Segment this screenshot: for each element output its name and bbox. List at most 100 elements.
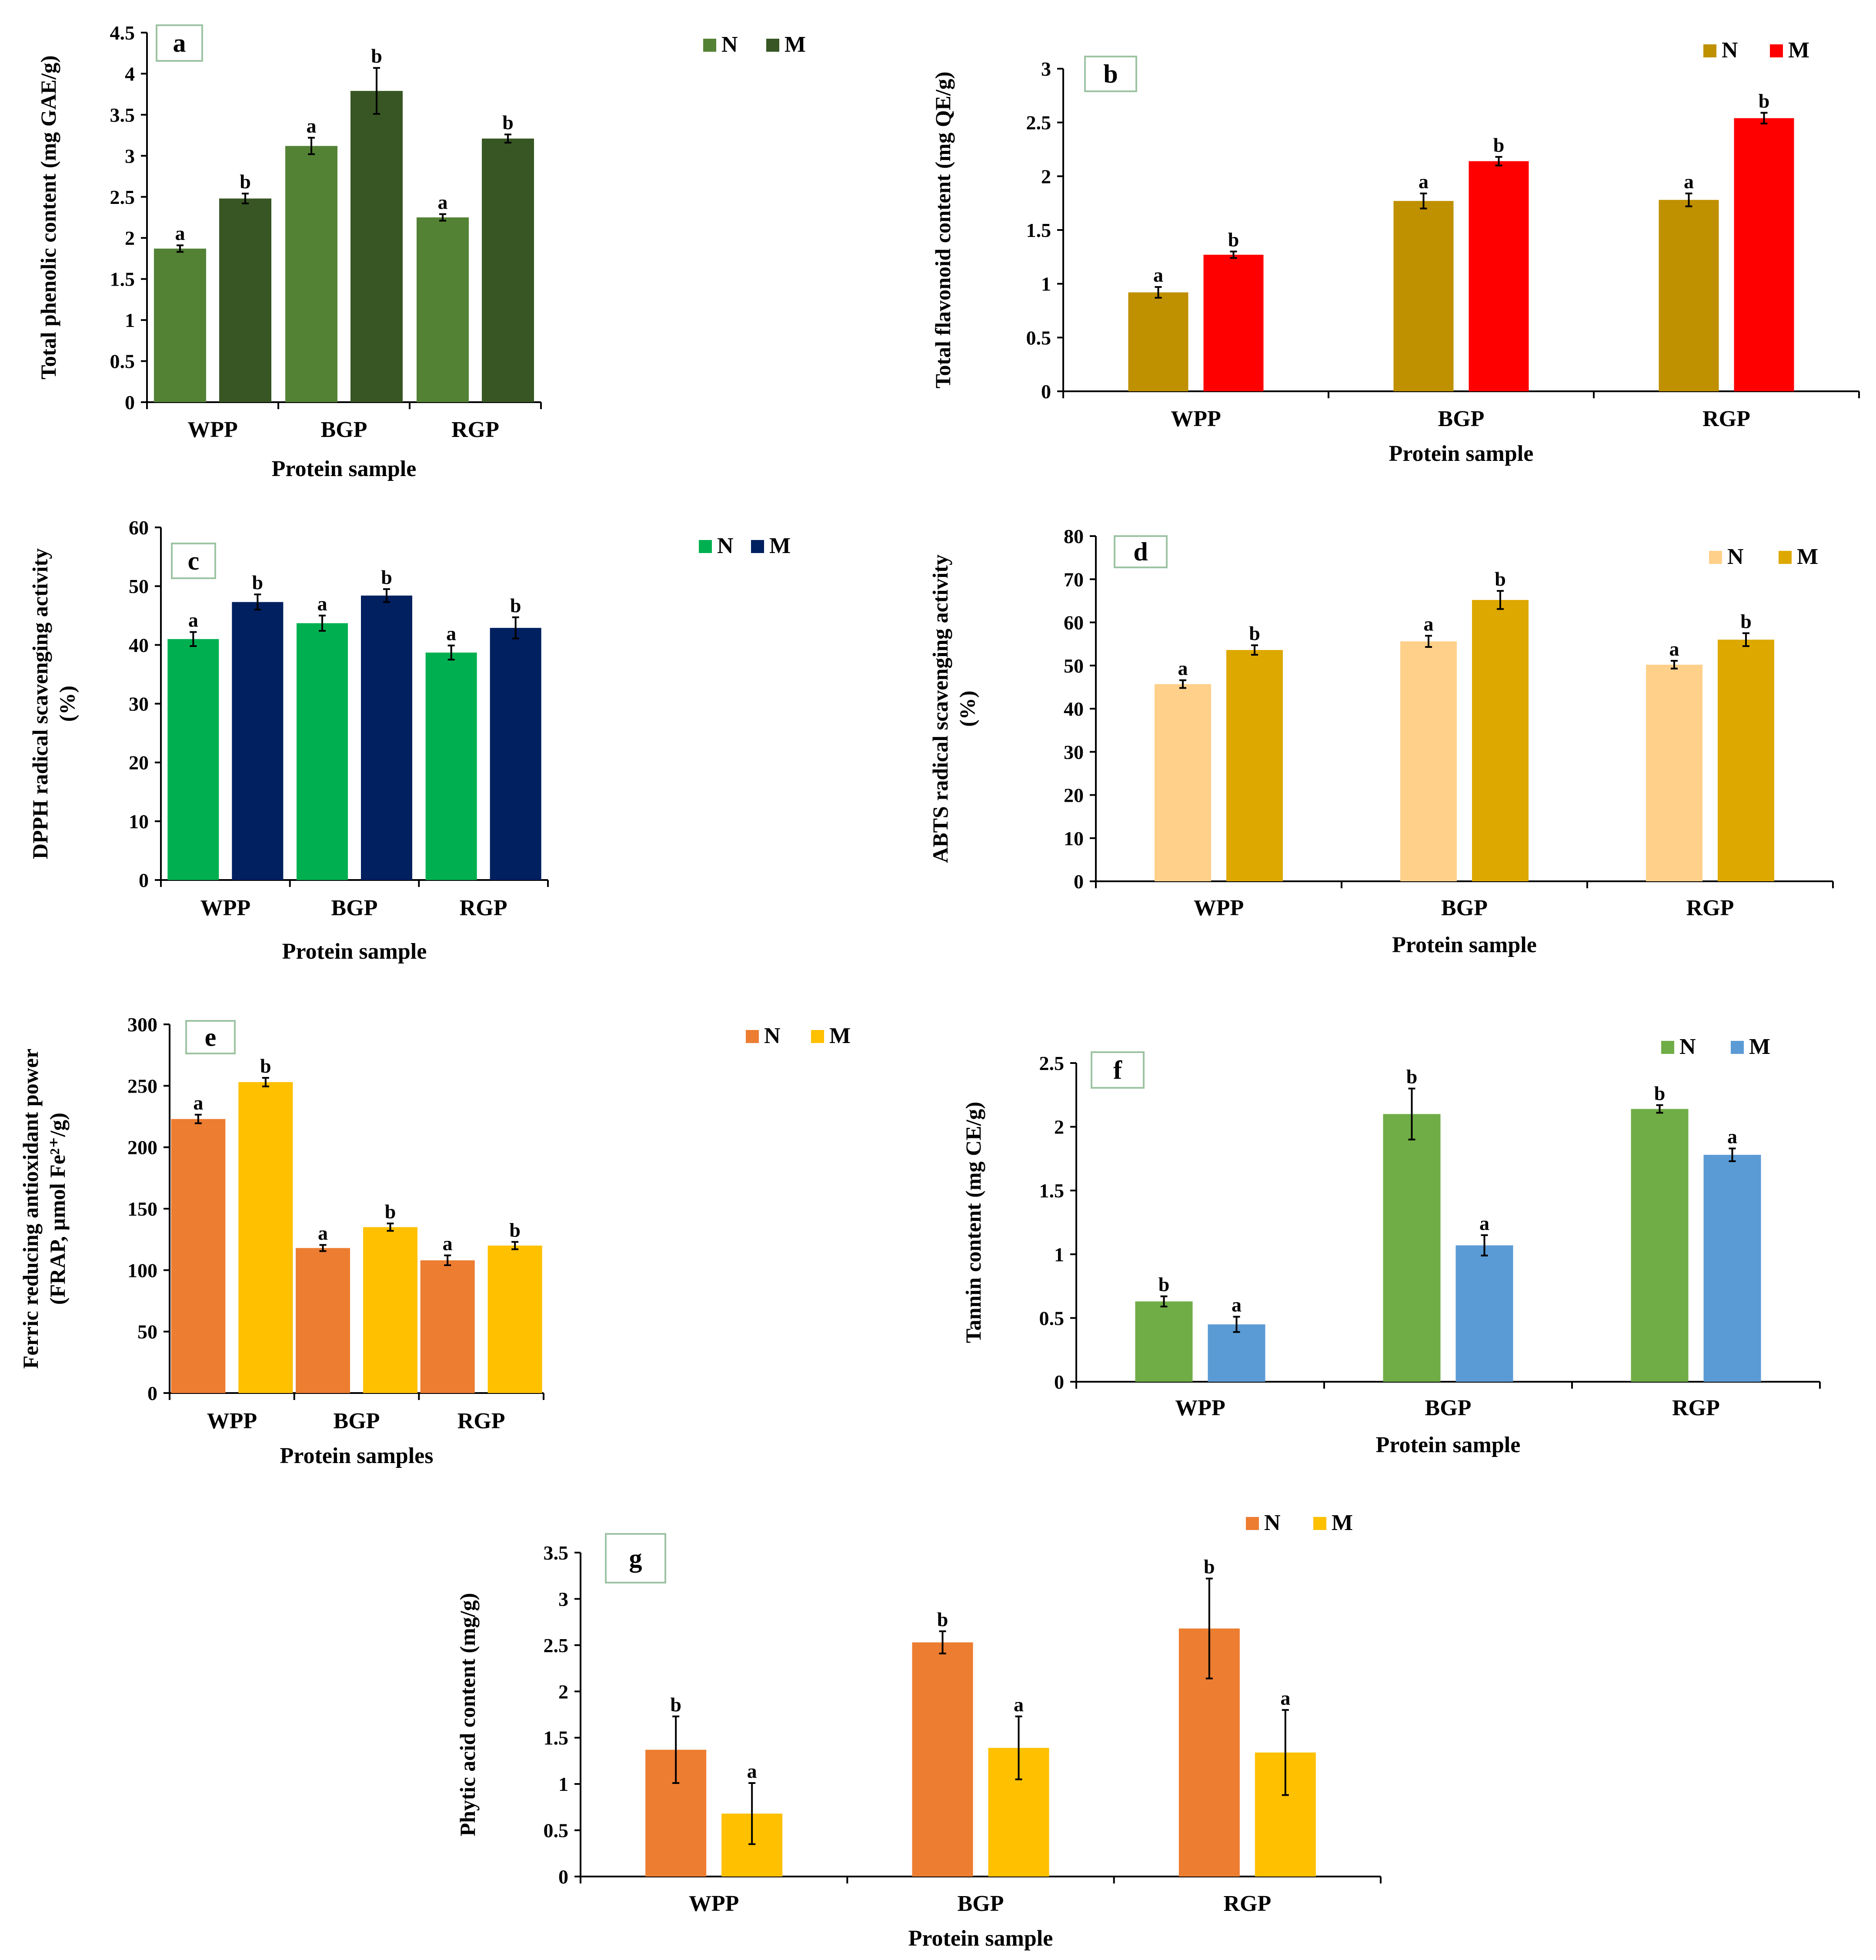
panel-label: g <box>629 1544 642 1573</box>
x-category-label: WPP <box>1194 896 1244 920</box>
legend-label-m: M <box>769 533 791 558</box>
y-tick-label: 3.5 <box>544 1542 569 1564</box>
bar-m-rgp <box>1718 640 1774 881</box>
y-tick-label: 3.5 <box>110 104 135 126</box>
x-category-label: BGP <box>321 417 367 442</box>
legend-label-n: N <box>1264 1510 1281 1535</box>
y-tick-label: 0.5 <box>1039 1307 1065 1329</box>
y-tick-label: 40 <box>1064 698 1084 720</box>
legend-swatch-n <box>1709 551 1722 564</box>
y-tick-label: 0 <box>139 869 149 891</box>
x-category-label: RGP <box>1672 1396 1720 1420</box>
significance-letter: b <box>1740 610 1752 632</box>
x-axis-title: Protein sample <box>1389 441 1534 466</box>
bar-m-rgp <box>482 138 534 403</box>
y-tick-label: 50 <box>1064 655 1084 677</box>
legend-label-m: M <box>829 1023 851 1048</box>
y-tick-label: 20 <box>129 752 149 774</box>
y-tick-label: 0 <box>1074 870 1084 893</box>
significance-letter: b <box>502 111 514 133</box>
bar-n-rgp <box>1659 200 1719 391</box>
legend-label-n: N <box>764 1023 781 1048</box>
bar-n-rgp <box>420 1260 475 1393</box>
significance-letter: b <box>1158 1273 1170 1296</box>
y-tick-label: 3 <box>125 145 135 167</box>
x-axis-title: Protein sample <box>908 1926 1053 1951</box>
panel-label-box <box>1091 1051 1145 1089</box>
legend-swatch-m <box>1313 1517 1326 1530</box>
bar-n-wpp <box>167 639 219 880</box>
significance-letter: a <box>1684 170 1694 193</box>
panel-label: b <box>1103 60 1118 88</box>
bar-m-wpp <box>238 1082 293 1393</box>
significance-letter: a <box>307 115 317 137</box>
y-axis-title: (%) <box>55 686 79 722</box>
y-tick-label: 50 <box>137 1321 157 1343</box>
y-tick-label: 250 <box>127 1075 157 1097</box>
y-tick-label: 0 <box>125 391 135 413</box>
x-category-label: BGP <box>958 1891 1004 1916</box>
legend-label-m: M <box>1749 1034 1770 1059</box>
panel-label: a <box>173 29 186 57</box>
y-tick-label: 1.5 <box>544 1727 569 1749</box>
y-tick-label: 3 <box>1041 58 1051 80</box>
bar-m-wpp <box>1226 650 1283 881</box>
y-tick-label: 2.5 <box>544 1634 569 1657</box>
significance-letter: b <box>381 566 392 588</box>
legend-label-m: M <box>1797 544 1818 569</box>
x-category-label: WPP <box>1175 1396 1225 1420</box>
bar-m-wpp <box>1208 1324 1265 1382</box>
y-tick-label: 1.5 <box>110 268 135 290</box>
y-axis-title: Tannin content (mg CE/g) <box>961 1102 985 1343</box>
significance-letter: a <box>747 1760 757 1782</box>
y-tick-label: 2.5 <box>110 186 135 208</box>
x-category-label: RGP <box>457 1409 505 1433</box>
significance-letter: a <box>1727 1125 1737 1147</box>
significance-letter: a <box>1232 1293 1242 1316</box>
significance-letter: b <box>937 1608 948 1630</box>
y-axis-title: ABTS radical scavenging activity <box>928 554 952 863</box>
chart-panel-g: 0 0.5 1 1.5 2 2.5 3 3.5 b a WPP b a BGP b a RGP Protein s… <box>455 1510 1382 1951</box>
significance-letter: b <box>385 1200 396 1223</box>
legend-label-n: N <box>1722 38 1738 63</box>
y-tick-label: 0 <box>147 1382 157 1404</box>
y-tick-label: 300 <box>127 1013 157 1036</box>
panel-label-box <box>1084 56 1137 92</box>
legend-label-m: M <box>784 32 806 57</box>
significance-letter: a <box>1153 264 1163 286</box>
bar-n-bgp <box>1400 641 1457 881</box>
bar-n-rgp <box>425 652 477 880</box>
significance-letter: b <box>1759 90 1770 112</box>
y-tick-label: 30 <box>1064 741 1084 763</box>
bar-m-rgp <box>487 1245 542 1393</box>
chart-panel-d: 0 10 20 30 40 50 60 70 80 a b WPP a b BGP a b RGP Protein … <box>928 525 1834 957</box>
bar-m-bgp <box>1472 600 1529 881</box>
significance-letter: b <box>1249 622 1260 644</box>
y-tick-label: 2 <box>125 227 135 249</box>
legend-swatch-m <box>1731 1041 1744 1054</box>
y-axis-title: (%) <box>955 690 979 727</box>
legend-swatch-m <box>1770 44 1783 57</box>
y-tick-label: 0.5 <box>544 1820 569 1842</box>
y-tick-label: 2.5 <box>1039 1052 1065 1074</box>
significance-letter: a <box>318 1222 328 1244</box>
bar-n-bgp <box>297 623 348 880</box>
y-axis-title: Ferric reducing antioxidant power <box>18 1049 43 1369</box>
bar-n-bgp <box>1393 201 1454 391</box>
bar-m-rgp <box>1734 118 1794 392</box>
bar-m-wpp <box>232 602 284 880</box>
x-axis-title: Protein sample <box>282 939 427 964</box>
x-axis-title: Protein sample <box>272 457 417 481</box>
panel-label: c <box>188 547 200 575</box>
x-category-label: BGP <box>1438 407 1485 431</box>
significance-letter: b <box>509 1219 521 1241</box>
significance-letter: b <box>371 45 382 67</box>
panel-label: d <box>1133 537 1148 566</box>
significance-letter: b <box>670 1693 681 1716</box>
legend-swatch-n <box>1246 1517 1259 1530</box>
y-tick-label: 2 <box>558 1680 568 1703</box>
x-axis-title: Protein sample <box>1392 933 1537 957</box>
panel-label-box <box>171 543 216 579</box>
bar-n-bgp <box>912 1642 973 1877</box>
